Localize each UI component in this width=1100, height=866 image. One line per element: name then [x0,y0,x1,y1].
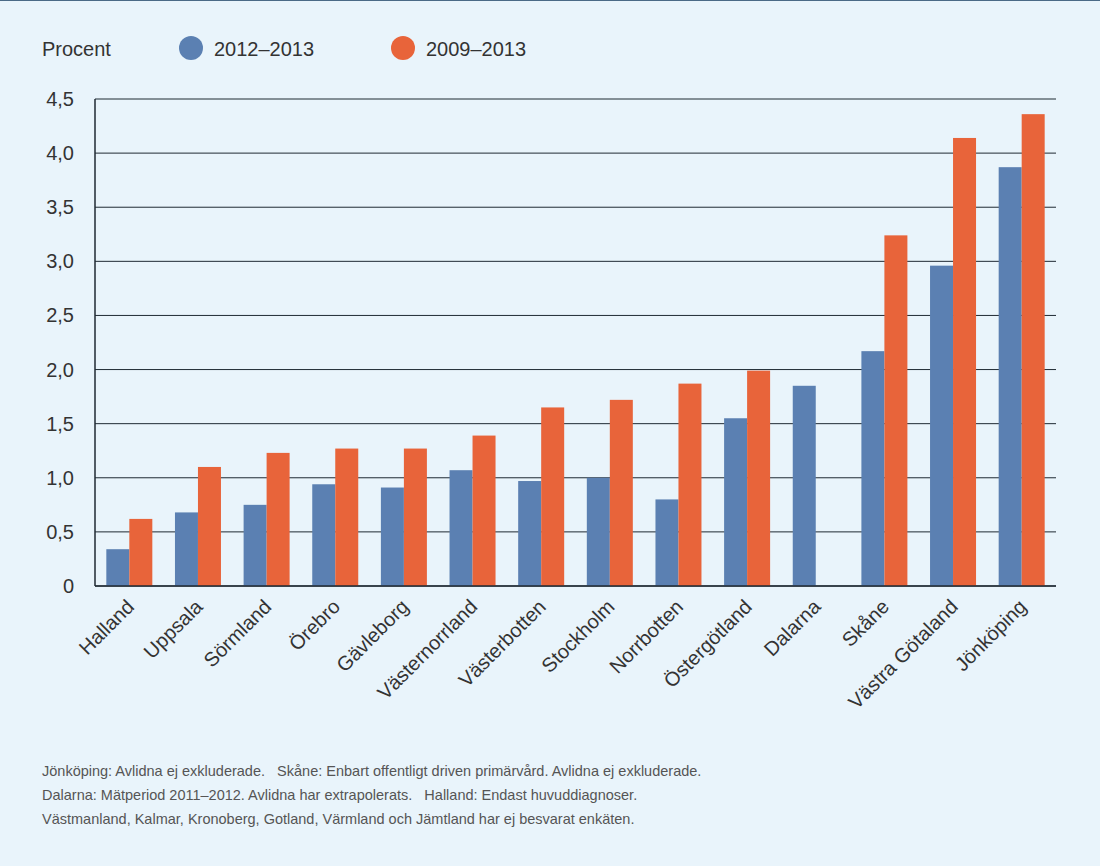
bar [335,449,358,586]
bar [175,512,198,586]
y-tick-label: 2,0 [46,359,74,381]
grid-line [95,423,1056,424]
grid-line [95,531,1056,532]
x-tick-label: Östergötland [659,595,756,692]
x-tick-label: Örebro [285,595,345,655]
grid-line [95,261,1056,262]
bar [747,371,770,586]
bar [473,436,496,586]
bar [678,384,701,586]
x-tick-label: Dalarna [759,595,825,661]
note: Jönköping: Avlidna ej exkluderade. Skåne… [42,763,701,779]
chart: Procent 2012–2013 2009–2013 0 0,5 1,0 1,5 2,0 2,… [0,0,1100,866]
grid-line [95,99,1056,100]
x-axis [95,585,1056,587]
y-tick-label: 2,5 [46,304,74,326]
bar [884,235,907,586]
grid-line [95,369,1056,370]
bar [587,478,610,586]
grid-line [95,153,1056,154]
bar [381,488,404,586]
background [0,0,1100,866]
legend-label: 2009–2013 [426,38,526,60]
grid-line [95,207,1056,208]
y-tick-label: 3,0 [46,250,74,272]
legend-swatch [391,36,415,60]
y-tick-label: 1,5 [46,413,74,435]
x-tick-label: Jönköping [950,595,1030,675]
top-border [0,0,1100,1]
y-tick-label: 1,0 [46,467,74,489]
y-tick-label: 0 [63,575,74,597]
bar [129,519,152,586]
bar [267,453,290,586]
y-tick-label: 4,5 [46,88,74,110]
x-tick-label: Halland [75,595,139,659]
bar [1022,114,1045,586]
y-label: Procent [42,38,111,60]
bar [655,499,678,586]
x-tick-label: Västerbotten [454,595,550,691]
legend-label: 2012–2013 [214,38,314,60]
y-tick-label: 0,5 [46,521,74,543]
bar [541,407,564,586]
bar [793,386,816,586]
bar [518,481,541,586]
bar [244,505,267,586]
x-tick-label: Sörmland [199,595,275,671]
y-tick-label: 4,0 [46,142,74,164]
grid-line [95,315,1056,316]
bar [724,418,747,586]
y-axis [94,99,96,586]
grid-line [95,477,1056,478]
x-tick-label: Skåne [838,595,894,651]
bar [861,351,884,586]
x-tick-label: Västra Götaland [844,595,962,713]
bar [106,549,129,586]
bars [106,114,1044,586]
bar [312,484,335,586]
bar [953,138,976,586]
note: Västmanland, Kalmar, Kronoberg, Gotland,… [42,811,634,827]
bar [999,167,1022,586]
note: Dalarna: Mätperiod 2011–2012. Avlidna ha… [42,787,637,803]
bar [404,449,427,586]
x-tick-label: Uppsala [139,595,207,663]
bar [450,470,473,586]
bar [198,467,221,586]
y-tick-label: 3,5 [46,196,74,218]
grid-line [95,586,1056,587]
bar [930,266,953,586]
bar [610,400,633,586]
legend-swatch [179,36,203,60]
